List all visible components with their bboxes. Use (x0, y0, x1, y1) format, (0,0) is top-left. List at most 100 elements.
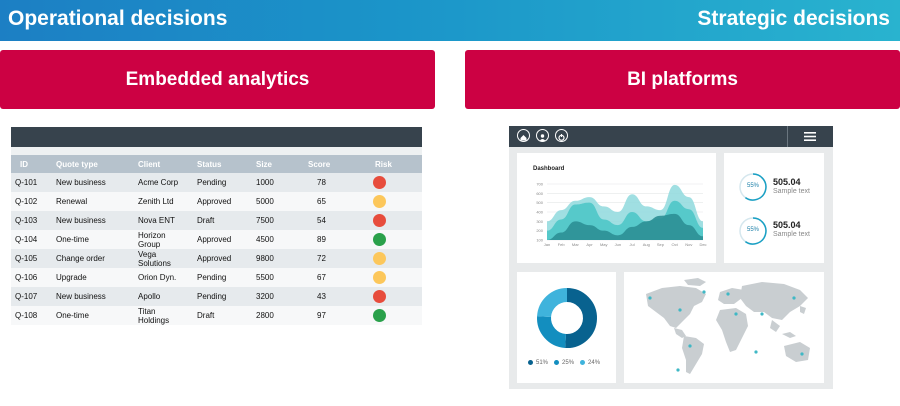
cell-score: 78 (305, 173, 360, 192)
table-titlebar (11, 127, 422, 147)
cell-score: 97 (305, 306, 360, 325)
cell-score: 54 (305, 211, 360, 230)
y-tick-label: 100 (536, 238, 543, 243)
cell-size: 5500 (247, 268, 305, 287)
operational-decisions-title: Operational decisions (8, 7, 228, 30)
user-icon[interactable] (536, 129, 549, 142)
cell-score: 67 (305, 268, 360, 287)
cell-risk (360, 306, 422, 325)
cell-quote-type: New business (48, 287, 129, 306)
table-row[interactable]: Q-106 Upgrade Orion Dyn. Pending 5500 67 (11, 268, 422, 287)
cell-client: Titan Holdings (129, 306, 188, 325)
cell-client: Zenith Ltd (129, 192, 188, 211)
col-quote-type[interactable]: Quote type (48, 155, 129, 173)
cell-client: Nova ENT (129, 211, 188, 230)
risk-indicator (373, 271, 386, 284)
cell-quote-type: One-time (48, 306, 129, 325)
table-row[interactable]: Q-104 One-time Horizon Group Approved 4500 89 (11, 230, 422, 249)
cell-status: Pending (188, 173, 247, 192)
cell-client: Acme Corp (129, 173, 188, 192)
risk-indicator (373, 195, 386, 208)
table-row[interactable]: Q-105 Change order Vega Solutions Approved 9… (11, 249, 422, 268)
donut-legend: 51% 25% 24% (528, 360, 606, 366)
cell-status: Draft (188, 211, 247, 230)
risk-indicator (373, 214, 386, 227)
legend-label: 51% (536, 360, 549, 367)
stat-label-1: Sample text (773, 188, 810, 195)
cell-id: Q-104 (11, 230, 48, 249)
cell-size: 3200 (247, 287, 305, 306)
col-status[interactable]: Status (188, 155, 247, 173)
cell-id: Q-106 (11, 268, 48, 287)
legend-swatch (580, 360, 586, 365)
cell-risk (360, 230, 422, 249)
x-tick-label: Aug (643, 242, 650, 247)
donut-slice-1 (565, 288, 597, 348)
donut-slice-2 (537, 316, 567, 348)
x-tick-label: Dec (699, 242, 706, 247)
col-id[interactable]: ID (11, 155, 48, 173)
col-client[interactable]: Client (129, 155, 188, 173)
cell-id: Q-103 (11, 211, 48, 230)
table-row[interactable]: Q-103 New business Nova ENT Draft 7500 54 (11, 211, 422, 230)
top-banner: Operational decisions Strategic decision… (0, 0, 900, 41)
x-tick-label: Sep (657, 242, 665, 247)
stat-value-1: 505.04 (773, 177, 801, 187)
legend-swatch (554, 360, 560, 365)
cell-size: 9800 (247, 249, 305, 268)
power-icon[interactable] (555, 129, 568, 142)
cell-quote-type: Change order (48, 249, 129, 268)
table-row[interactable]: Q-107 New business Apollo Pending 3200 43 (11, 287, 422, 306)
cell-risk (360, 173, 422, 192)
y-tick-label: 600 (536, 191, 543, 196)
cell-size: 2800 (247, 306, 305, 325)
col-risk[interactable]: Risk (360, 155, 422, 173)
cell-quote-type: One-time (48, 230, 129, 249)
y-tick-label: 200 (536, 228, 543, 233)
risk-indicator (373, 290, 386, 303)
col-score[interactable]: Score (305, 155, 360, 173)
cell-id: Q-101 (11, 173, 48, 192)
y-tick-label: 300 (536, 219, 543, 224)
cell-risk (360, 211, 422, 230)
stats-panel: 55% 505.04 Sample text 55% 505.04 Sample… (724, 153, 824, 263)
cell-status: Pending (188, 268, 247, 287)
x-tick-label: Jun (615, 242, 621, 247)
cell-status: Draft (188, 306, 247, 325)
cell-status: Approved (188, 192, 247, 211)
x-tick-label: Nov (685, 242, 692, 247)
table-row[interactable]: Q-108 One-time Titan Holdings Draft 2800 97 (11, 306, 422, 325)
y-tick-label: 700 (536, 182, 543, 187)
legend-label: 25% (562, 360, 575, 367)
hamburger-menu-icon[interactable] (804, 132, 816, 141)
cell-quote-type: Renewal (48, 192, 129, 211)
cell-score: 65 (305, 192, 360, 211)
cell-id: Q-107 (11, 287, 48, 306)
cell-id: Q-102 (11, 192, 48, 211)
world-map (646, 278, 810, 374)
table-row[interactable]: Q-102 Renewal Zenith Ltd Approved 5000 65 (11, 192, 422, 211)
risk-indicator (373, 309, 386, 322)
cell-id: Q-105 (11, 249, 48, 268)
x-tick-label: Oct (672, 242, 679, 247)
risk-indicator (373, 233, 386, 246)
legend-label: 24% (588, 360, 601, 367)
cell-status: Approved (188, 230, 247, 249)
stat-ring-label-1: 55% (746, 183, 759, 189)
col-size[interactable]: Size (247, 155, 305, 173)
world-map-panel (624, 272, 824, 383)
cell-status: Pending (188, 287, 247, 306)
cell-client: Vega Solutions (129, 249, 188, 268)
table-row[interactable]: Q-101 New business Acme Corp Pending 1000 78 (11, 173, 422, 192)
cell-quote-type: Upgrade (48, 268, 129, 287)
y-tick-label: 400 (536, 210, 543, 215)
legend-swatch (528, 360, 533, 365)
x-tick-label: Jul (630, 242, 635, 247)
y-tick-label: 500 (536, 200, 543, 205)
x-tick-label: Mar (572, 242, 580, 247)
home-icon[interactable] (517, 129, 530, 142)
bi-platforms-banner: BI platforms (465, 50, 900, 109)
cell-score: 72 (305, 249, 360, 268)
cell-risk (360, 192, 422, 211)
